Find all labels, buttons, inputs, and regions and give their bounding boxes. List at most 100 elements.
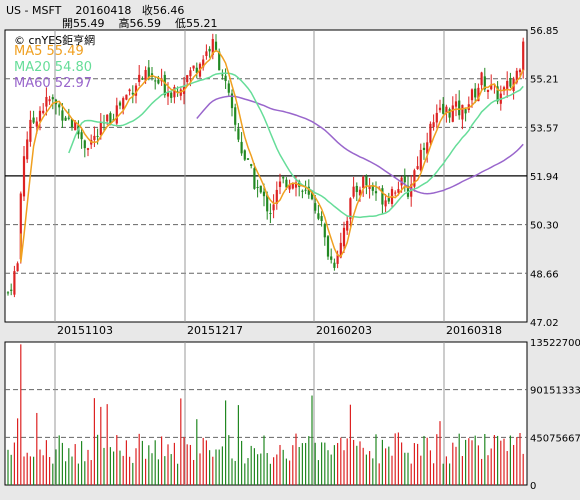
volume-bar [186, 444, 188, 485]
volume-bar [247, 458, 249, 485]
candle-body [448, 109, 451, 118]
volume-bar [183, 436, 185, 485]
volume-bar [71, 456, 73, 485]
volume-bar [381, 439, 383, 485]
volume-bar [145, 458, 147, 485]
volume-bar [279, 444, 281, 485]
volume-bars [7, 344, 524, 485]
volume-bar [138, 433, 140, 485]
candle-body [115, 105, 118, 124]
volume-bar [103, 447, 105, 485]
ma20-line [68, 72, 524, 219]
volume-bar [378, 463, 380, 485]
volume-bar [343, 450, 345, 485]
volume-bar [439, 421, 441, 485]
candle-body [42, 110, 45, 114]
volume-bar [295, 433, 297, 485]
volume-bar [49, 457, 51, 485]
candle-body [83, 140, 86, 149]
candle-body [99, 121, 102, 136]
volume-bar [237, 405, 239, 485]
candle-body [310, 190, 314, 200]
candle-body [435, 112, 438, 123]
volume-bar [132, 462, 134, 485]
volume-bar [369, 451, 371, 485]
volume-bar [33, 456, 35, 485]
volume-tick-label: 135227000 [530, 338, 580, 349]
volume-bar [487, 455, 489, 485]
candle-body [320, 216, 323, 222]
candle-body [189, 70, 192, 77]
volume-bar [257, 454, 259, 485]
candle-body [397, 189, 400, 193]
volume-bar [199, 453, 201, 485]
candle-body [170, 92, 173, 98]
volume-bar [263, 435, 265, 485]
volume-bar [58, 435, 60, 485]
volume-bar [173, 442, 175, 485]
candle-body [358, 189, 362, 196]
axis-labels: 56.85 55.21 53.57 51.94 50.30 48.66 47.02 13522… [57, 26, 580, 492]
volume-bar [36, 412, 38, 485]
volume-bar [193, 459, 195, 485]
volume-bar [7, 449, 9, 485]
candle-body [38, 110, 42, 122]
candle-body [214, 41, 218, 51]
candle-body [429, 123, 432, 143]
candle-body [518, 69, 522, 73]
volume-bar [465, 439, 467, 485]
candle-body [80, 132, 83, 140]
volume-tick-label: 90151333 [530, 386, 580, 397]
candle-body [509, 78, 512, 87]
open-value: 開55.49 [62, 17, 105, 30]
candle-body [51, 97, 54, 100]
volume-bar [285, 458, 287, 485]
volume-bar [305, 442, 307, 485]
candle-body [256, 186, 259, 188]
volume-bar [141, 440, 143, 485]
volume-bar [477, 445, 479, 485]
candle-body [134, 85, 138, 96]
volume-bar [100, 406, 102, 485]
volume-bar [61, 442, 63, 485]
candle-body [237, 128, 240, 140]
volume-bar [84, 461, 86, 485]
volume-bar [13, 442, 15, 485]
candle-body [445, 106, 448, 113]
volume-bar [401, 442, 403, 485]
volume-bar [509, 435, 511, 485]
candle-body [486, 89, 490, 92]
volume-bar [209, 450, 211, 485]
volume-bar [522, 453, 524, 485]
volume-bar [404, 452, 406, 485]
candle-body [48, 99, 51, 102]
volume-bar [359, 441, 361, 485]
candle-body [413, 170, 416, 187]
volume-bar [298, 446, 300, 485]
volume-bar [65, 461, 67, 485]
volume-bar [23, 456, 25, 485]
candle-body [506, 81, 509, 90]
candle-body [240, 141, 243, 154]
candle-body [259, 185, 262, 193]
volume-bar [365, 454, 367, 485]
volume-bar [442, 463, 444, 485]
watermark: © cnYES鉅亨網 [14, 34, 96, 47]
volume-bar [413, 443, 415, 485]
low-value: 低55.21 [175, 17, 218, 30]
ma5-line [20, 49, 524, 263]
candle-body [26, 139, 29, 160]
volume-bar [244, 463, 246, 485]
candle-body [243, 150, 246, 160]
volume-bar [471, 440, 473, 485]
price-tick-label: 53.57 [530, 123, 559, 134]
candle-body [496, 86, 499, 102]
candle-body [294, 182, 298, 188]
header-row-2: 開55.49 高56.59 低55.21 [62, 15, 218, 31]
volume-bar [362, 447, 364, 485]
volume-bar [125, 440, 127, 485]
volume-bar [218, 449, 220, 485]
volume-bar [394, 433, 396, 485]
volume-bar [205, 440, 207, 485]
candle-body [109, 113, 112, 124]
